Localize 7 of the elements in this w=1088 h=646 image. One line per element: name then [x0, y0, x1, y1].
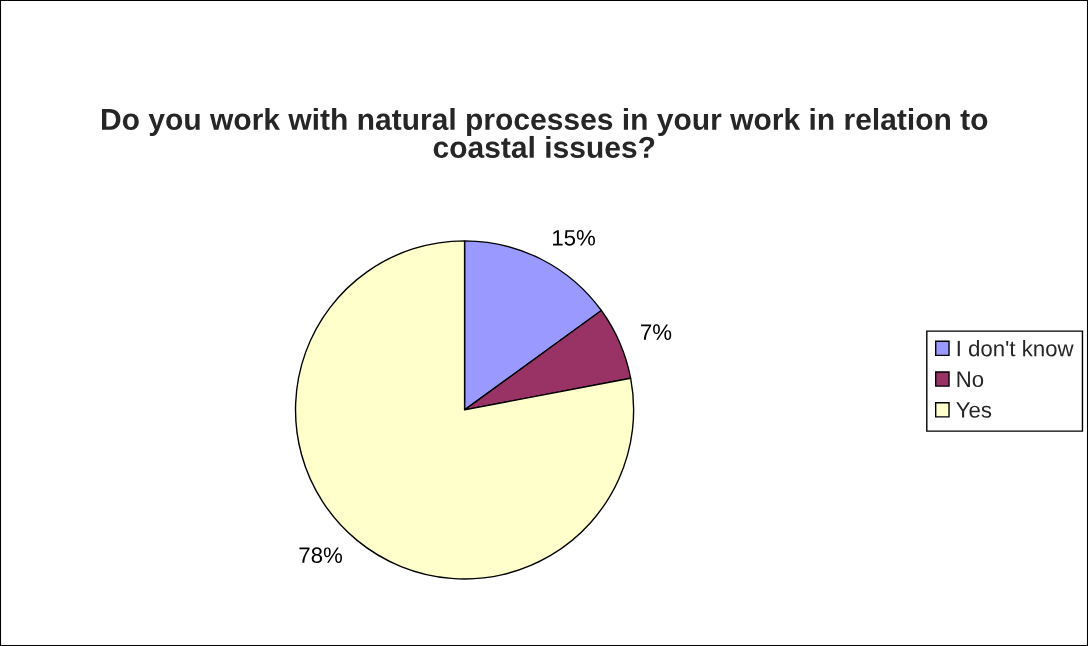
data-label: 15%	[553, 230, 595, 246]
data-label: 7%	[641, 324, 672, 340]
chart-title: Do you work with natural processes in your work in relation to coastal issues?	[102, 108, 988, 158]
legend-label: Yes	[956, 402, 992, 418]
legend-label: No	[957, 371, 984, 388]
legend-label: I don't know	[957, 340, 1074, 357]
data-label: 78%	[299, 547, 343, 564]
